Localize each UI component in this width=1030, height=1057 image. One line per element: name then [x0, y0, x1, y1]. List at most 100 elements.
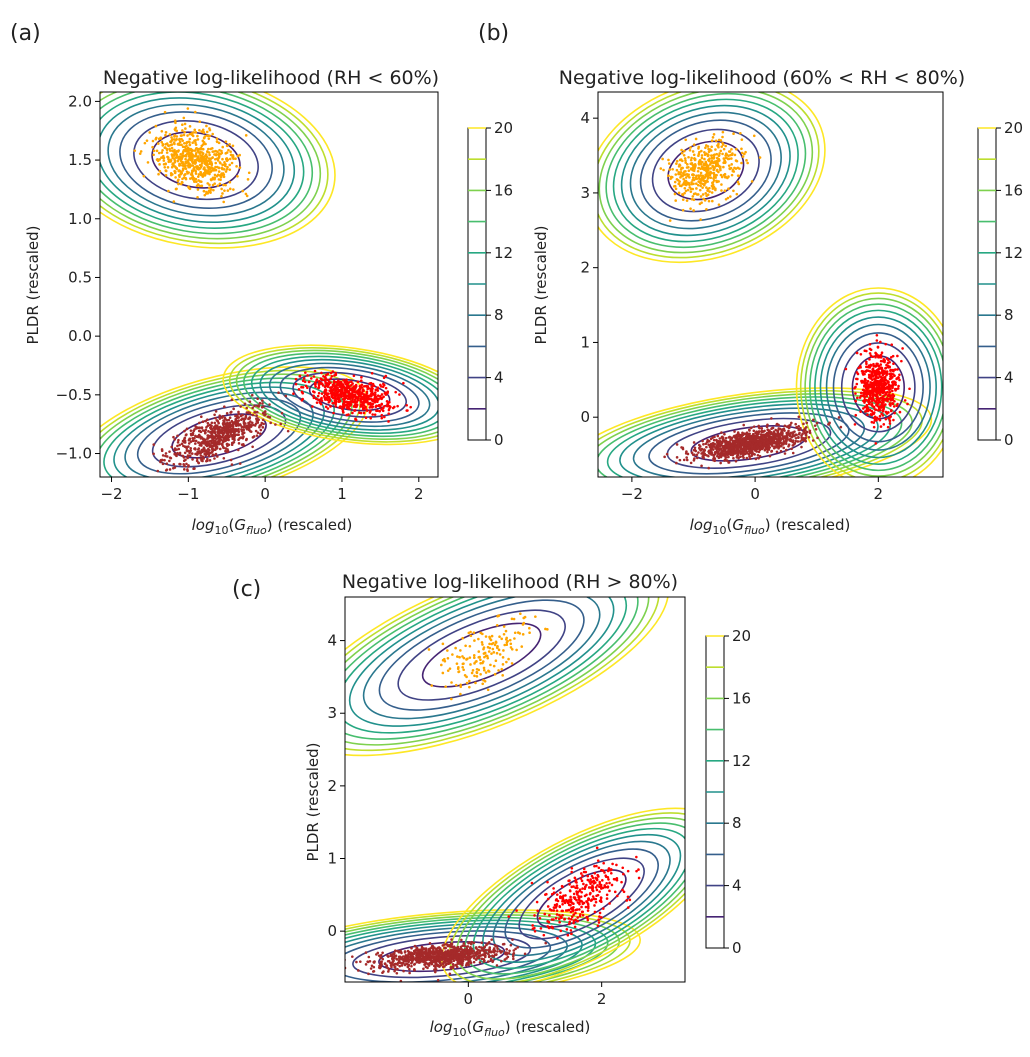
data-point — [359, 385, 362, 388]
data-point — [205, 429, 208, 432]
data-point — [192, 135, 195, 138]
data-point — [869, 352, 872, 355]
data-point — [487, 670, 490, 673]
data-point — [659, 167, 662, 170]
data-point — [319, 382, 322, 385]
data-point — [170, 153, 173, 156]
data-point — [236, 175, 239, 178]
data-point — [440, 664, 443, 667]
data-point — [681, 174, 684, 177]
data-point — [753, 439, 756, 442]
contour-level-20-component-1 — [270, 513, 694, 796]
data-point — [226, 157, 229, 160]
x-tick-label: 2 — [874, 485, 884, 503]
data-point — [753, 134, 756, 137]
data-point — [186, 468, 189, 471]
panel-c-tag: (c) — [232, 577, 261, 602]
data-point — [345, 414, 348, 417]
data-point — [701, 166, 704, 169]
data-point — [233, 435, 236, 438]
data-point — [802, 430, 805, 433]
data-point — [351, 382, 354, 385]
data-point — [338, 398, 341, 401]
data-point — [702, 443, 705, 446]
data-point — [261, 399, 264, 402]
data-point — [686, 183, 689, 186]
data-point — [697, 193, 700, 196]
data-point — [323, 396, 326, 399]
data-point — [211, 454, 214, 457]
data-point — [876, 339, 879, 342]
data-point — [827, 423, 830, 426]
data-point — [320, 397, 323, 400]
data-point — [229, 411, 232, 414]
data-point — [269, 422, 272, 425]
colorbar-tick-label: 0 — [1004, 431, 1014, 449]
data-point — [365, 385, 368, 388]
data-point — [693, 457, 696, 460]
data-point — [317, 387, 320, 390]
data-point — [231, 435, 234, 438]
data-point — [720, 189, 723, 192]
data-point — [396, 405, 399, 408]
data-point — [260, 429, 263, 432]
data-point — [144, 142, 147, 145]
data-point — [203, 190, 206, 193]
data-point — [232, 144, 235, 147]
data-point — [772, 438, 775, 441]
contour-level-4-component-1 — [387, 592, 576, 719]
data-point — [209, 459, 212, 462]
data-point — [898, 373, 901, 376]
data-point — [245, 193, 248, 196]
data-point — [692, 209, 695, 212]
data-point — [225, 447, 228, 450]
data-point — [160, 156, 163, 159]
data-point — [402, 970, 405, 973]
data-point — [466, 657, 469, 660]
data-point — [865, 350, 868, 353]
data-point — [784, 452, 787, 455]
data-point — [712, 442, 715, 445]
data-point — [505, 661, 508, 664]
data-point — [183, 468, 186, 471]
data-point — [700, 195, 703, 198]
data-point — [730, 148, 733, 151]
data-point — [693, 143, 696, 146]
data-point — [790, 422, 793, 425]
data-point — [707, 148, 710, 151]
data-point — [885, 418, 888, 421]
data-point — [494, 644, 497, 647]
data-point — [476, 672, 479, 675]
data-point — [753, 429, 756, 432]
data-point — [488, 650, 491, 653]
data-point — [701, 186, 704, 189]
data-point — [221, 152, 224, 155]
data-point — [196, 460, 199, 463]
data-point — [708, 449, 711, 452]
data-point — [214, 417, 217, 420]
data-point — [185, 178, 188, 181]
data-point — [158, 163, 161, 166]
data-point — [348, 401, 351, 404]
data-point — [740, 445, 743, 448]
data-point — [212, 184, 215, 187]
data-point — [483, 656, 486, 659]
data-point — [160, 141, 163, 144]
data-point — [184, 123, 187, 126]
data-point — [251, 445, 254, 448]
data-point — [198, 441, 201, 444]
data-point — [188, 163, 191, 166]
colorbar-tick-label: 8 — [1004, 306, 1014, 324]
data-point — [766, 438, 769, 441]
data-point — [200, 145, 203, 148]
data-point — [238, 154, 241, 157]
data-point — [196, 196, 199, 199]
data-point — [205, 191, 208, 194]
data-point — [483, 646, 486, 649]
data-point — [882, 369, 885, 372]
data-point — [728, 461, 731, 464]
data-point — [744, 433, 747, 436]
y-tick-label: 0.5 — [68, 268, 92, 286]
data-point — [360, 379, 363, 382]
